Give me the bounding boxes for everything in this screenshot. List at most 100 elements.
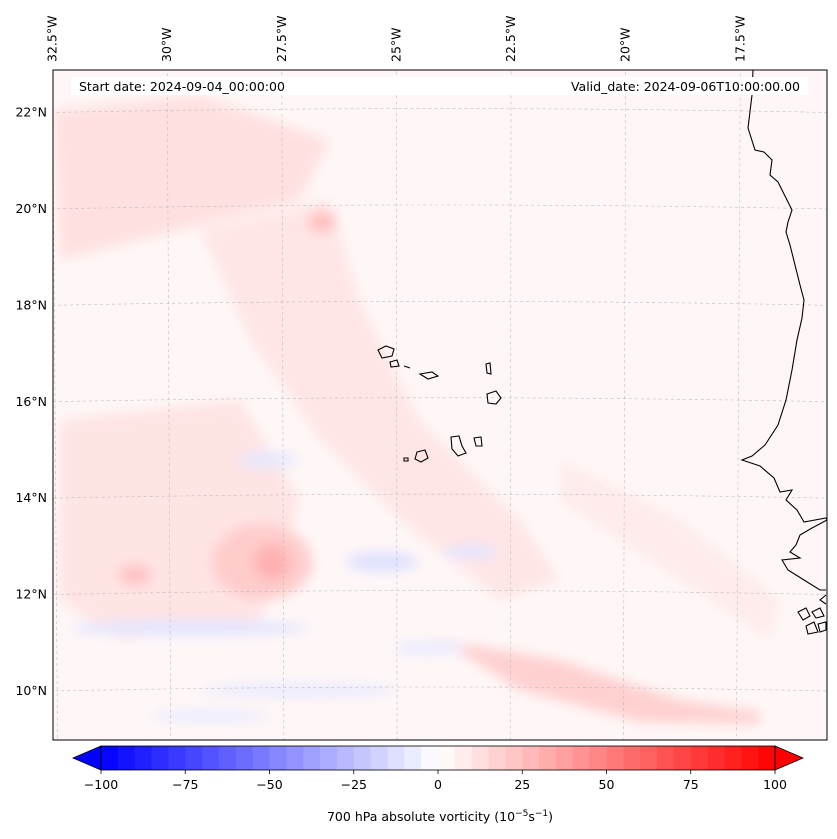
- colorbar-cell: [151, 746, 169, 770]
- colorbar-cell: [336, 746, 355, 770]
- colorbar-cell: [539, 746, 557, 770]
- lat-label: 18°N: [15, 297, 47, 312]
- cape-verde-sal: [485, 362, 492, 375]
- colorbar-cell: [707, 746, 726, 770]
- colorbar-tick-label: −75: [172, 777, 198, 792]
- meridian-line: [623, 70, 626, 740]
- colorbar-cell: [269, 746, 287, 770]
- bissagos-coast: [819, 594, 827, 605]
- colorbar-cell: [202, 746, 220, 770]
- colorbar-cell: [387, 746, 405, 770]
- colorbar-cell: [303, 746, 321, 770]
- positive-streak-southeast: [440, 640, 760, 724]
- lat-label: 14°N: [15, 490, 47, 505]
- cape-verde-santo-antao: [377, 345, 395, 359]
- colorbar-cells: [101, 746, 776, 770]
- colorbar-label-exp2: −1: [535, 809, 548, 819]
- colorbar-cell: [758, 746, 776, 770]
- colorbar-cell: [690, 746, 709, 770]
- lat-label: 22°N: [15, 105, 47, 120]
- colorbar-cell: [438, 746, 456, 770]
- parallel-line: [53, 493, 827, 499]
- parallel-line: [53, 301, 827, 306]
- colorbar-cell: [673, 746, 692, 770]
- longitude-labels: 32.5°W 30°W 27.5°W 25°W 22.5°W 20°W 17.5°W: [45, 16, 748, 62]
- colorbar-cell: [218, 746, 237, 770]
- colorbar-cell: [657, 746, 675, 770]
- colorbar-cell: [421, 746, 439, 770]
- vortex-north: [308, 212, 336, 232]
- colorbar-cell: [724, 746, 742, 770]
- cape-verde-sao-nicolau: [418, 371, 440, 380]
- colorbar-extend-right: [774, 745, 805, 771]
- meridian-line: [281, 70, 285, 740]
- colorbar-cell: [320, 746, 338, 770]
- lat-label: 10°N: [15, 683, 47, 698]
- cape-verde-fogo: [414, 449, 429, 463]
- colorbar-cell: [572, 746, 591, 770]
- colorbar-cell: [101, 746, 119, 770]
- lat-label: 16°N: [15, 394, 47, 409]
- positive-band-diagonal: [200, 200, 560, 600]
- colorbar-cell: [623, 746, 641, 770]
- colorbar-ticks: −100 −75 −50 −25 0 25 50 75 100: [84, 770, 787, 792]
- colorbar-tick-label: 50: [599, 777, 615, 792]
- colorbar-cell: [589, 746, 608, 770]
- lat-label: 12°N: [15, 587, 47, 602]
- colorbar-cell: [185, 746, 203, 770]
- valid-date-label: Valid_date: 2024-09-06T10:00:00.00: [571, 79, 800, 94]
- vortex-core-inner: [254, 544, 290, 580]
- colorbar-tick-label: 75: [683, 777, 699, 792]
- meridian-line: [509, 70, 512, 740]
- colorbar-cell: [741, 746, 759, 770]
- colorbar-cell: [471, 746, 490, 770]
- negative-band-south-2: [200, 683, 400, 697]
- start-date-label: Start date: 2024-09-04_00:00:00: [79, 79, 285, 94]
- cape-verde-boa-vista: [486, 390, 502, 405]
- latitude-labels: 22°N 20°N 18°N 16°N 14°N 12°N 10°N: [15, 105, 47, 698]
- colorbar-extend-left: [71, 745, 102, 771]
- meridian-line: [736, 70, 741, 740]
- positive-band-northwest: [53, 95, 330, 260]
- meridian-line: [166, 70, 171, 740]
- colorbar-cell: [168, 746, 186, 770]
- vorticity-field: [53, 95, 780, 724]
- cape-verde-santa-luzia: [403, 365, 411, 369]
- lat-label: 20°N: [15, 201, 47, 216]
- colorbar-tick-label: −100: [84, 777, 118, 792]
- negative-band-south-3: [150, 710, 270, 722]
- colorbar-cell: [505, 746, 523, 770]
- cape-verde-sao-vicente: [389, 359, 400, 368]
- colorbar-cell: [370, 746, 389, 770]
- parallel-line: [53, 397, 827, 403]
- african-coastline: [740, 70, 827, 591]
- colorbar-cell: [134, 746, 153, 770]
- lon-label: 25°W: [388, 27, 403, 62]
- colorbar-cell: [286, 746, 304, 770]
- negative-patch-1: [238, 452, 298, 468]
- colorbar: −100 −75 −50 −25 0 25 50 75 100 700 hPa absolute…: [71, 745, 805, 824]
- colorbar-tick-label: −25: [341, 777, 367, 792]
- map-frame: [52, 69, 828, 741]
- colorbar-cell: [606, 746, 624, 770]
- colorbar-label-suffix: ): [548, 809, 553, 824]
- negative-patch-4: [394, 642, 466, 654]
- colorbar-tick-label: −50: [256, 777, 282, 792]
- colorbar-cell: [404, 746, 422, 770]
- colorbar-cell: [353, 746, 372, 770]
- colorbar-cell: [488, 746, 506, 770]
- lon-label: 17.5°W: [732, 16, 747, 62]
- colorbar-cell: [522, 746, 540, 770]
- colorbar-cell: [640, 746, 658, 770]
- colorbar-cell: [252, 746, 271, 770]
- cape-verde-brava: [403, 457, 409, 462]
- colorbar-label-exp1: −5: [515, 809, 528, 819]
- colorbar-cell: [117, 746, 136, 770]
- negative-band-south: [70, 620, 310, 636]
- negative-patch-2: [346, 552, 418, 572]
- coastlines: [377, 70, 827, 635]
- colorbar-cell: [555, 746, 574, 770]
- negative-patch-3: [442, 545, 498, 559]
- colorbar-cell: [235, 746, 254, 770]
